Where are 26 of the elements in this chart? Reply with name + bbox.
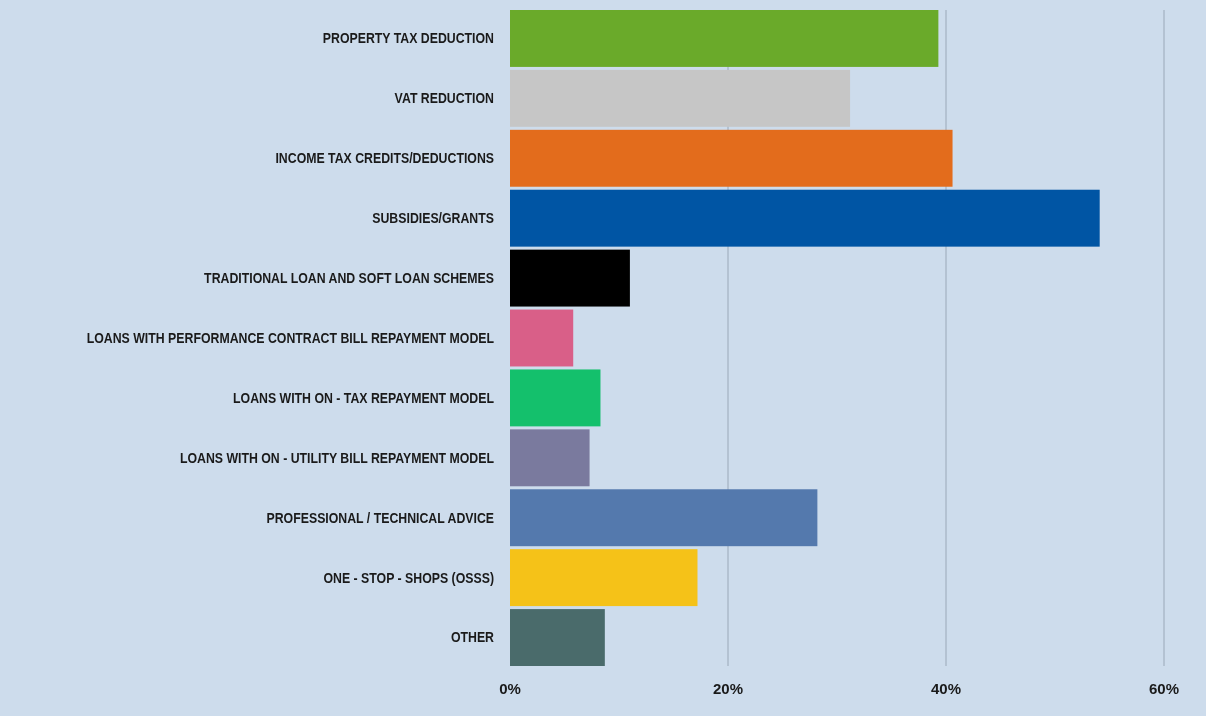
bar <box>510 309 574 367</box>
y-tick-label: SUBSIDIES/GRANTS <box>372 210 495 227</box>
x-tick-label: 40% <box>930 680 962 697</box>
y-tick-label: ONE - STOP - SHOPS (OSSS) <box>323 569 494 586</box>
bar <box>510 249 630 307</box>
y-tick-label: LOANS WITH ON - UTILITY BILL REPAYMENT MODEL <box>179 449 494 466</box>
y-tick-label: VAT REDUCTION <box>394 90 494 107</box>
bar <box>510 69 851 127</box>
bar <box>510 489 818 547</box>
bar <box>510 609 605 666</box>
bar <box>510 369 601 427</box>
bar <box>510 129 953 187</box>
y-tick-label: LOANS WITH ON - TAX REPAYMENT MODEL <box>233 390 494 406</box>
y-tick-label: PROFESSIONAL / TECHNICAL ADVICE <box>266 509 495 526</box>
y-tick-label: LOANS WITH PERFORMANCE CONTRACT BILL REPAYMENT MODEL <box>86 330 494 347</box>
x-tick-label: 20% <box>712 680 744 697</box>
bar <box>510 10 939 67</box>
y-tick-label: OTHER <box>450 629 495 646</box>
x-tick-label: 60% <box>1148 680 1180 697</box>
x-tick-label: 0% <box>499 680 521 697</box>
y-tick-label: PROPERTY TAX DEDUCTION <box>322 30 494 47</box>
y-tick-label: TRADITIONAL LOAN AND SOFT LOAN SCHEMES <box>204 270 495 287</box>
bar <box>510 549 698 607</box>
bar <box>510 189 1100 247</box>
y-tick-label: INCOME TAX CREDITS/DEDUCTIONS <box>275 150 495 167</box>
bar <box>510 429 590 487</box>
